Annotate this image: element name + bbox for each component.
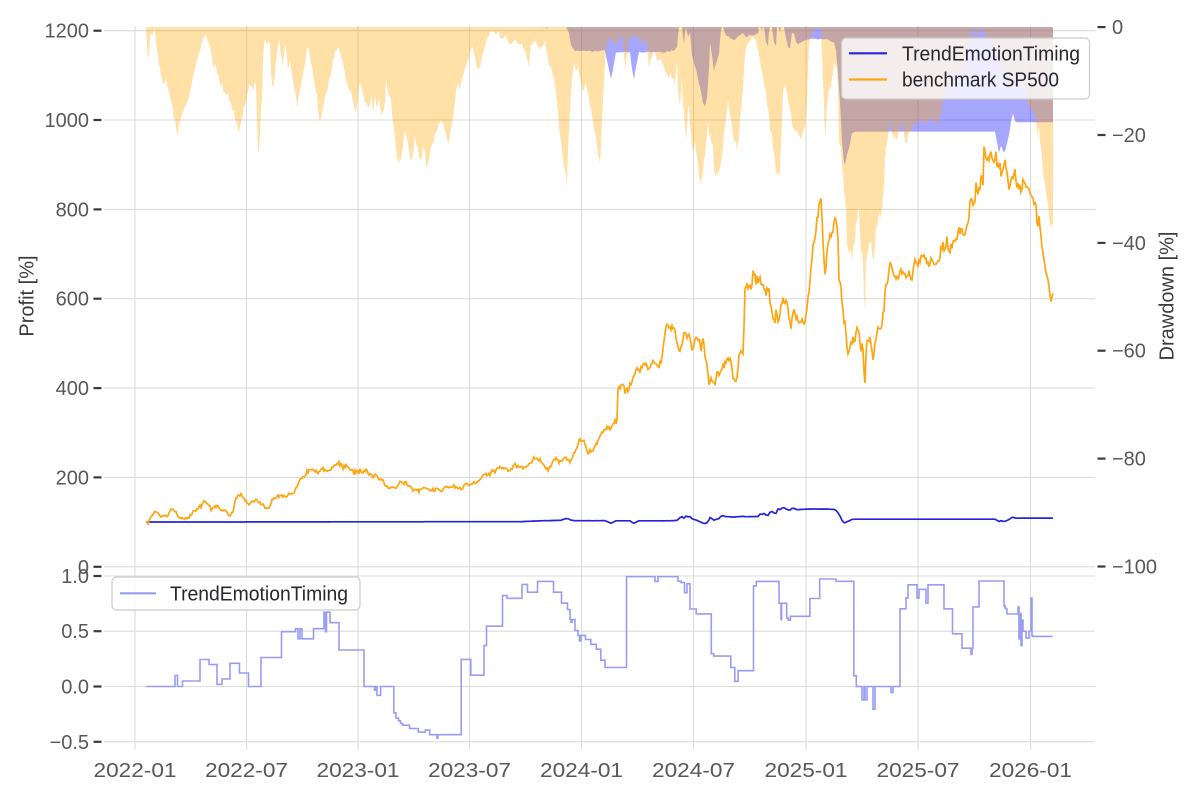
svg-text:benchmark SP500: benchmark SP500 (902, 70, 1059, 92)
svg-text:−100: −100 (1112, 557, 1157, 579)
svg-text:2023-01: 2023-01 (317, 760, 400, 782)
svg-text:400: 400 (56, 378, 89, 400)
svg-text:0: 0 (1112, 17, 1123, 39)
svg-text:−80: −80 (1112, 449, 1146, 471)
svg-text:0.5: 0.5 (61, 621, 89, 643)
svg-text:0.0: 0.0 (61, 677, 89, 699)
svg-text:1.0: 1.0 (61, 566, 89, 588)
svg-text:2025-07: 2025-07 (877, 760, 960, 782)
svg-text:2023-07: 2023-07 (428, 760, 511, 782)
svg-text:2024-01: 2024-01 (540, 760, 623, 782)
svg-text:TrendEmotionTiming: TrendEmotionTiming (170, 583, 348, 605)
svg-text:TrendEmotionTiming: TrendEmotionTiming (902, 43, 1080, 65)
svg-text:−0.5: −0.5 (50, 732, 89, 754)
svg-text:2022-07: 2022-07 (205, 760, 288, 782)
svg-text:2022-01: 2022-01 (94, 760, 177, 782)
svg-text:−60: −60 (1112, 341, 1146, 363)
svg-text:2026-01: 2026-01 (989, 760, 1072, 782)
svg-text:Profit [%]: Profit [%] (17, 255, 39, 336)
svg-text:600: 600 (56, 289, 89, 311)
svg-text:1200: 1200 (45, 21, 90, 43)
svg-text:2024-07: 2024-07 (652, 760, 735, 782)
svg-text:Drawdown [%]: Drawdown [%] (1157, 232, 1179, 361)
svg-text:800: 800 (56, 199, 89, 221)
svg-text:200: 200 (56, 467, 89, 489)
svg-text:−20: −20 (1112, 125, 1146, 147)
svg-text:1000: 1000 (45, 110, 90, 132)
svg-text:0: 0 (78, 557, 89, 579)
svg-text:−40: −40 (1112, 233, 1146, 255)
svg-text:2025-01: 2025-01 (765, 760, 848, 782)
